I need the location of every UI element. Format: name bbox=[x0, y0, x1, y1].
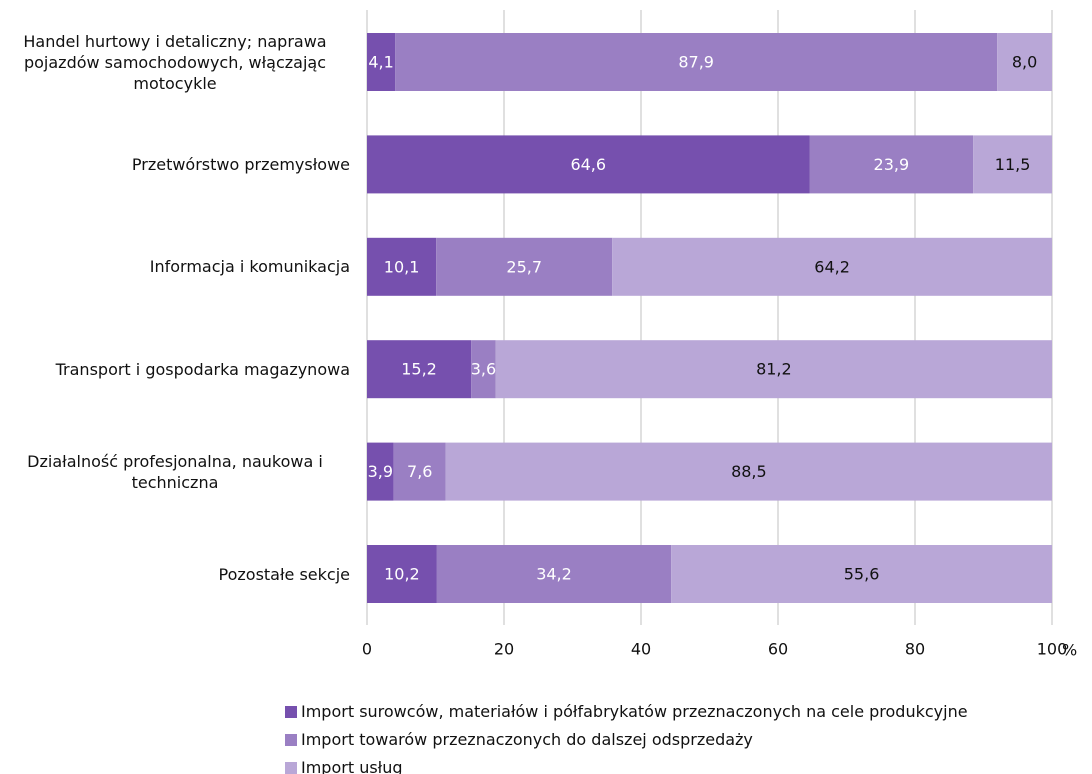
bar-segment bbox=[367, 135, 810, 194]
x-tick-label: 0 bbox=[362, 640, 372, 659]
bar-segment bbox=[367, 340, 472, 399]
data-label: 8,0 bbox=[1012, 53, 1037, 72]
bar-segment bbox=[436, 237, 613, 296]
legend-label: Import usług bbox=[301, 758, 403, 774]
category-text: Przetwórstwo przemysłowe bbox=[131, 154, 350, 174]
data-label: 55,6 bbox=[844, 565, 880, 584]
category-label: Działalność profesjonalna, naukowa i tec… bbox=[0, 437, 350, 507]
bar-segment bbox=[367, 237, 437, 296]
category-label: Informacja i komunikacja bbox=[0, 232, 350, 302]
category-text: Działalność profesjonalna, naukowa i tec… bbox=[27, 451, 323, 492]
data-label: 81,2 bbox=[756, 360, 792, 379]
data-label: 15,2 bbox=[401, 360, 437, 379]
bar-segment bbox=[671, 545, 1052, 603]
x-tick-label: 80 bbox=[905, 640, 925, 659]
data-label: 4,1 bbox=[368, 53, 393, 72]
data-label: 25,7 bbox=[506, 257, 542, 276]
bar-segment bbox=[395, 33, 998, 91]
data-label: 3,9 bbox=[368, 462, 393, 481]
legend-label: Import towarów przeznaczonych do dalszej… bbox=[301, 730, 753, 749]
bar-segment bbox=[445, 442, 1052, 501]
category-text: Transport i gospodarka magazynowa bbox=[55, 359, 350, 379]
bar-segment bbox=[393, 442, 446, 501]
bar-segment bbox=[367, 33, 396, 91]
data-label: 3,6 bbox=[471, 360, 496, 379]
category-label: Przetwórstwo przemysłowe bbox=[0, 129, 350, 199]
bar-segment bbox=[612, 237, 1052, 296]
data-label: 23,9 bbox=[874, 155, 910, 174]
category-text: Pozostałe sekcje bbox=[218, 564, 350, 584]
category-label: Pozostałe sekcje bbox=[0, 539, 350, 609]
bar-segment bbox=[973, 135, 1052, 194]
legend-swatch bbox=[285, 705, 297, 718]
bar-segment bbox=[367, 442, 394, 501]
data-label: 64,6 bbox=[570, 155, 606, 174]
category-label: Handel hurtowy i detaliczny; naprawa poj… bbox=[0, 27, 350, 97]
x-tick-label: 20 bbox=[494, 640, 514, 659]
data-label: 11,5 bbox=[995, 155, 1031, 174]
legend-item: Import usług bbox=[285, 758, 403, 774]
x-tick-label: 60 bbox=[768, 640, 788, 659]
category-label: Transport i gospodarka magazynowa bbox=[0, 334, 350, 404]
data-label: 64,2 bbox=[814, 257, 850, 276]
legend-item: Import surowców, materiałów i półfabryka… bbox=[285, 702, 968, 721]
data-label: 10,2 bbox=[384, 565, 420, 584]
data-label: 88,5 bbox=[731, 462, 767, 481]
data-label: 10,1 bbox=[384, 257, 420, 276]
data-label: 7,6 bbox=[407, 462, 432, 481]
legend-swatch bbox=[285, 761, 297, 774]
x-tick-label: 40 bbox=[631, 640, 651, 659]
category-text: Handel hurtowy i detaliczny; naprawa poj… bbox=[23, 31, 327, 93]
data-label: 87,9 bbox=[678, 53, 714, 72]
bar-segment bbox=[495, 340, 1052, 399]
bar-segment bbox=[367, 545, 437, 603]
bar-segment bbox=[809, 135, 974, 194]
legend-label: Import surowców, materiałów i półfabryka… bbox=[301, 702, 968, 721]
bar-segment bbox=[997, 33, 1052, 91]
x-unit: % bbox=[1062, 641, 1077, 660]
data-label: 34,2 bbox=[536, 565, 572, 584]
category-text: Informacja i komunikacja bbox=[149, 257, 350, 277]
x-tick-label: 100 bbox=[1037, 640, 1068, 659]
bar-segment bbox=[436, 545, 672, 603]
bar-segment bbox=[471, 340, 496, 399]
legend-item: Import towarów przeznaczonych do dalszej… bbox=[285, 730, 753, 749]
legend-swatch bbox=[285, 733, 297, 746]
